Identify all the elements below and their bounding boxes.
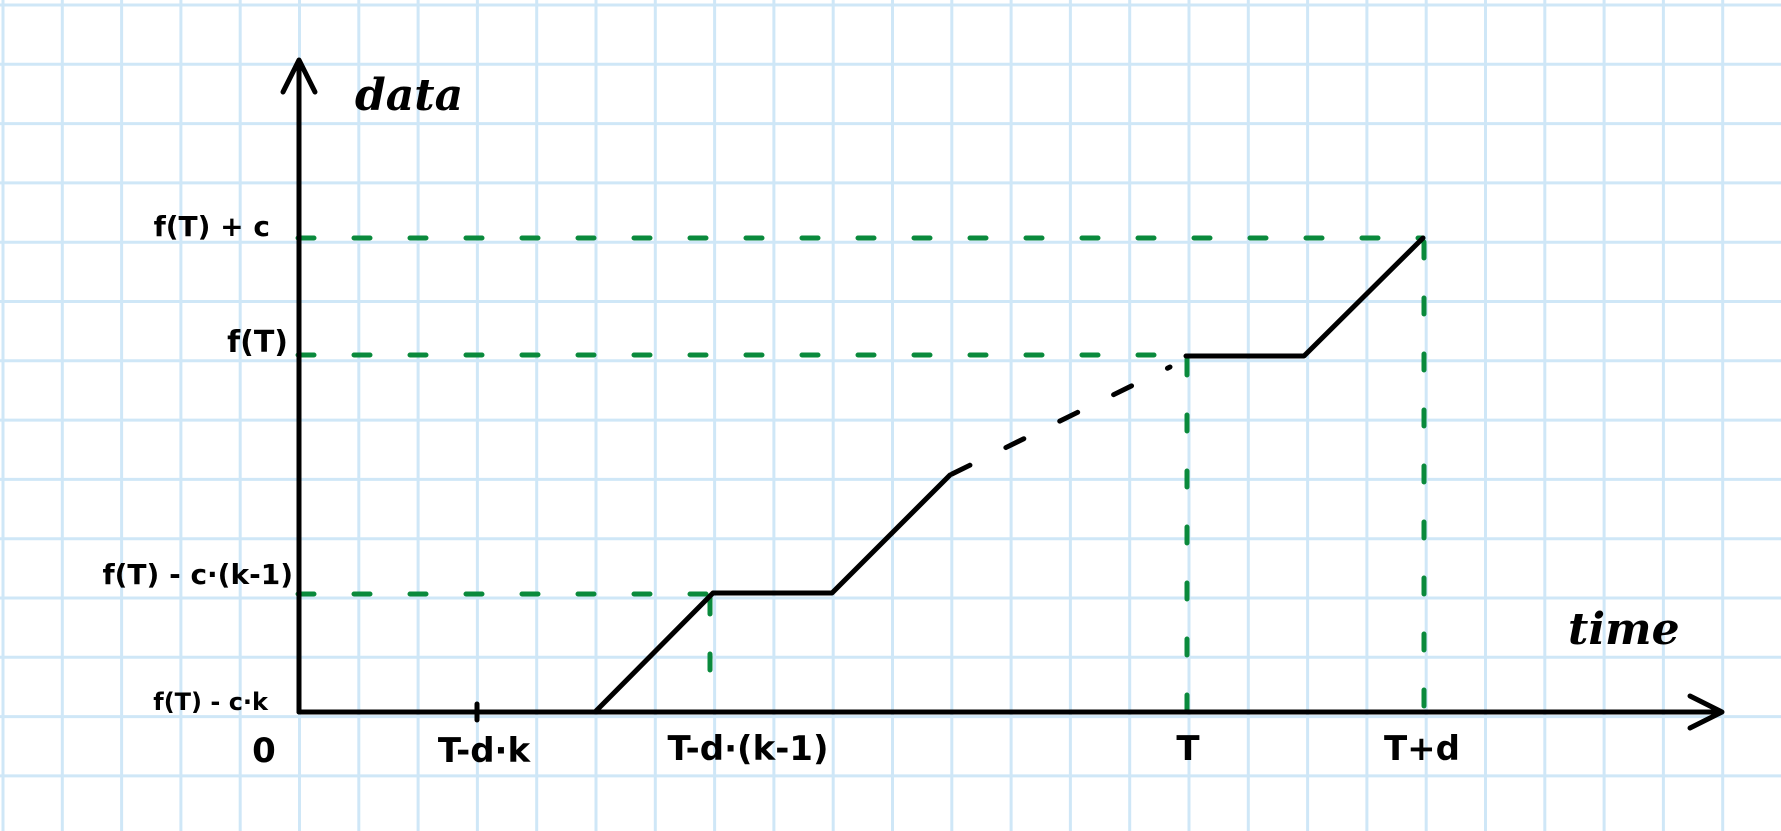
x-label-t-plus-d: T+d — [1384, 729, 1460, 769]
staircase-first-step — [592, 472, 953, 715]
x-label-t: T — [1176, 729, 1200, 769]
guide-lines — [295, 235, 1427, 713]
y-axis-title: data — [355, 70, 463, 121]
x-axis-title: time — [1568, 604, 1680, 655]
staircase-last-step — [1183, 235, 1426, 359]
x-label-origin: 0 — [252, 731, 276, 771]
x-label-t-dk: T-d·k — [438, 731, 532, 771]
staircase-solid-segments — [592, 235, 1426, 715]
x-label-t-dk1: T-d·(k-1) — [667, 729, 828, 769]
staircase-dashed-diagonal — [949, 364, 1173, 477]
y-axis-arrowhead — [280, 57, 318, 95]
x-axis-arrowhead — [1687, 693, 1725, 731]
axes — [280, 57, 1725, 731]
y-label-f-minus-c-k1: f(T) - c·(k-1) — [102, 558, 293, 591]
y-label-f-minus-ck: f(T) - c·k — [153, 688, 269, 716]
y-label-f-plus-c: f(T) + c — [154, 210, 270, 243]
y-label-f: f(T) — [227, 325, 288, 360]
